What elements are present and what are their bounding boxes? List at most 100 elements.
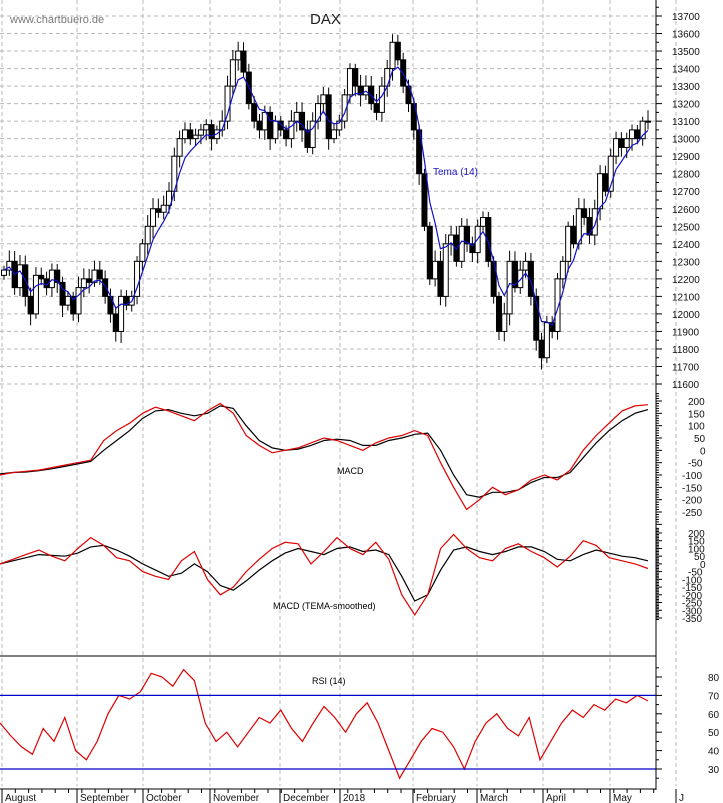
candle-down bbox=[421, 173, 428, 227]
rsi-tick-label: 70 bbox=[708, 691, 720, 702]
candle-down bbox=[256, 120, 263, 131]
candle-up bbox=[517, 269, 524, 289]
macd-tick-label: -50 bbox=[688, 459, 703, 470]
price-tick-label: 11700 bbox=[672, 362, 700, 373]
price-tick-label: 11900 bbox=[672, 327, 700, 338]
candle-up bbox=[607, 155, 614, 192]
macd-tema-label: MACD (TEMA-smoothed) bbox=[273, 601, 376, 611]
candle-down bbox=[426, 225, 433, 280]
price-tick-label: 12100 bbox=[672, 292, 700, 303]
candle-down bbox=[59, 281, 66, 306]
candle-up bbox=[645, 120, 651, 123]
candle-up bbox=[315, 103, 322, 122]
macd-tema-tick-label: 150 bbox=[688, 537, 705, 548]
macd-tema-tick-label: -150 bbox=[682, 583, 702, 594]
candle-up bbox=[559, 260, 566, 280]
price-tick-label: 12500 bbox=[672, 222, 700, 233]
candle-down bbox=[155, 208, 162, 213]
macd-signal-line bbox=[0, 405, 649, 498]
price-tick-label: 12700 bbox=[672, 187, 700, 198]
candle-up bbox=[235, 50, 242, 61]
candle-up bbox=[118, 295, 125, 332]
macd-tema-tick-label: 100 bbox=[688, 544, 705, 555]
candle-up bbox=[591, 208, 598, 236]
price-tick-label: 13600 bbox=[672, 30, 700, 41]
candle-up bbox=[336, 120, 343, 131]
candle-up bbox=[203, 124, 210, 131]
candle-up bbox=[144, 225, 151, 245]
macd-tema-tick-label: -350 bbox=[682, 614, 702, 625]
rsi-line bbox=[0, 668, 649, 780]
rsi-panel bbox=[0, 668, 649, 780]
candle-down bbox=[96, 269, 103, 280]
candle-down bbox=[394, 41, 401, 61]
price-tick-label: 12600 bbox=[672, 205, 700, 216]
month-label: May bbox=[613, 793, 632, 803]
rsi-label: RSI (14) bbox=[312, 676, 346, 686]
grid-lines bbox=[0, 0, 677, 786]
candle-down bbox=[581, 208, 588, 219]
month-label: March bbox=[480, 793, 508, 803]
candle-up bbox=[165, 190, 172, 206]
macd-tema-tick-label: -50 bbox=[688, 568, 703, 579]
price-tick-label: 12800 bbox=[672, 170, 700, 181]
price-tick-label: 12400 bbox=[672, 240, 700, 251]
month-label: February bbox=[416, 793, 456, 803]
macd-tick-label: 200 bbox=[688, 397, 705, 408]
candle-down bbox=[495, 295, 502, 332]
macd-tema-panel bbox=[0, 533, 649, 617]
candle-up bbox=[64, 295, 71, 306]
candle-up bbox=[160, 204, 167, 213]
candle-up bbox=[272, 120, 279, 140]
candle-up bbox=[320, 94, 327, 105]
candle-down bbox=[283, 129, 290, 140]
candle-up bbox=[293, 111, 300, 122]
candle-up bbox=[442, 243, 449, 297]
macd-tema-tick-label: -200 bbox=[682, 591, 702, 602]
month-label: August bbox=[5, 793, 36, 803]
candle-down bbox=[410, 103, 417, 131]
candle-up bbox=[288, 120, 295, 140]
rsi-tick-label: 50 bbox=[708, 728, 720, 739]
candle-down bbox=[437, 260, 444, 297]
macd-tema-tick-label: -300 bbox=[682, 606, 702, 617]
price-tick-label: 12900 bbox=[672, 152, 700, 163]
macd-panel bbox=[0, 402, 649, 511]
candle-down bbox=[453, 234, 460, 262]
macd-tema-tick-label: 200 bbox=[688, 529, 705, 540]
candle-up bbox=[623, 138, 630, 148]
candle-down bbox=[54, 269, 61, 283]
candle-up bbox=[309, 120, 316, 148]
candle-up bbox=[565, 225, 572, 262]
candle-down bbox=[299, 111, 306, 131]
price-tick-label: 12200 bbox=[672, 275, 700, 286]
price-panel bbox=[1, 34, 651, 370]
candle-up bbox=[522, 260, 529, 271]
candle-down bbox=[240, 50, 247, 73]
macd-tema-signal-line bbox=[0, 544, 649, 602]
candle-up bbox=[384, 68, 391, 87]
candle-up bbox=[543, 322, 550, 359]
macd-tick-label: 0 bbox=[700, 446, 706, 457]
price-tick-label: 13200 bbox=[672, 100, 700, 111]
candle-up bbox=[341, 94, 348, 122]
macd-tick-label: 50 bbox=[694, 434, 706, 445]
price-tick-label: 11800 bbox=[672, 345, 700, 356]
candle-down bbox=[352, 68, 359, 87]
candle-down bbox=[102, 278, 109, 297]
rsi-tick-label: 40 bbox=[708, 747, 720, 758]
candle-up bbox=[192, 134, 199, 140]
watermark: www.chartbuero.de bbox=[9, 14, 104, 26]
candle-down bbox=[86, 278, 93, 283]
price-tick-label: 13100 bbox=[672, 117, 700, 128]
macd-tema-tick-label: 0 bbox=[700, 560, 706, 571]
price-tick-label: 13700 bbox=[672, 12, 700, 23]
macd-tick-label: 100 bbox=[688, 422, 705, 433]
rsi-tick-label: 30 bbox=[708, 765, 720, 776]
candle-up bbox=[432, 260, 439, 280]
candle-up bbox=[150, 208, 157, 227]
rsi-tick-label: 80 bbox=[708, 673, 720, 684]
candle-down bbox=[533, 295, 540, 341]
candle-down bbox=[618, 138, 625, 148]
candle-up bbox=[554, 278, 561, 332]
